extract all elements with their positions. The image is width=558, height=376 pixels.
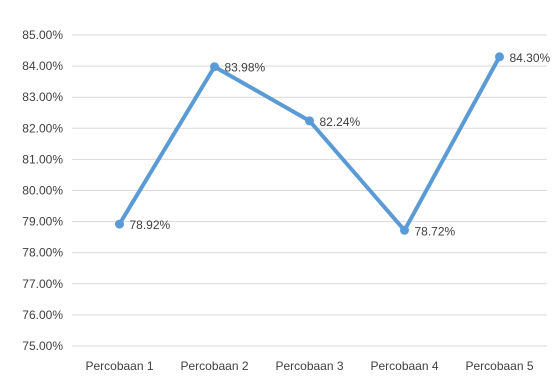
y-tick-label: 80.00%: [22, 184, 63, 198]
data-label: 83.98%: [225, 61, 266, 75]
gridlines: [72, 34, 547, 347]
data-point: [305, 116, 314, 126]
y-tick-label: 79.00%: [22, 215, 63, 229]
data-label: 78.92%: [130, 218, 171, 232]
x-category-label: Percobaan 3: [275, 359, 343, 373]
y-axis-tick-labels: 75.00% 76.00% 77.00% 78.00% 79.00% 80.00% 81.0…: [22, 28, 63, 353]
y-tick-label: 83.00%: [22, 90, 63, 104]
data-point: [400, 225, 409, 235]
y-tick-label: 76.00%: [22, 308, 63, 322]
x-category-label: Percobaan 4: [370, 359, 438, 373]
data-label: 84.30%: [510, 51, 551, 65]
y-tick-label: 81.00%: [22, 152, 63, 166]
data-label: 82.24%: [320, 115, 361, 129]
data-points: [115, 52, 504, 235]
y-tick-label: 82.00%: [22, 121, 63, 135]
y-tick-label: 77.00%: [22, 277, 63, 291]
y-tick-label: 84.00%: [22, 59, 63, 73]
data-labels: 78.92% 83.98% 82.24% 78.72% 84.30%: [130, 51, 551, 239]
series-line-group: [117, 54, 502, 233]
y-tick-label: 75.00%: [22, 339, 63, 353]
x-category-label: Percobaan 2: [180, 359, 248, 373]
data-point: [115, 219, 124, 229]
x-category-label: Percobaan 1: [85, 359, 153, 373]
data-point: [210, 62, 219, 72]
data-point: [495, 52, 504, 62]
y-tick-label: 85.00%: [22, 28, 63, 42]
data-label: 78.72%: [415, 224, 456, 238]
x-category-label: Percobaan 5: [465, 359, 533, 373]
series-line: [117, 54, 502, 233]
y-tick-label: 78.00%: [22, 246, 63, 260]
x-axis-category-labels: Percobaan 1 Percobaan 2 Percobaan 3 Percoba…: [85, 359, 533, 373]
